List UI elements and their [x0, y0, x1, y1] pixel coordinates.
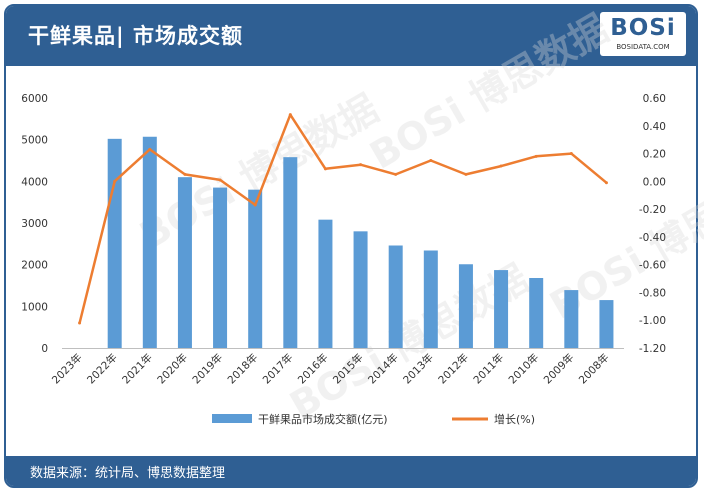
left-tick-label: 1000 [21, 301, 48, 313]
x-tick-label: 2009年 [541, 351, 577, 387]
line-series [78, 113, 608, 325]
growth-point-2022年 [113, 179, 117, 183]
growth-point-2013年 [429, 159, 433, 162]
bar-2021年 [142, 136, 157, 348]
right-tick-label: 0.20 [643, 149, 666, 161]
right-tick-label: 0.00 [643, 176, 666, 188]
bar-2019年 [213, 187, 228, 348]
x-tick-label: 2017年 [260, 351, 296, 387]
growth-point-2011年 [499, 164, 503, 168]
x-tick-label: 2020年 [155, 351, 191, 387]
legend-bar-label: 干鲜果品市场成交额(亿元) [258, 412, 388, 426]
bar-series [107, 136, 614, 348]
left-axis: 0 1000 2000 3000 4000 5000 6000 [21, 93, 48, 355]
growth-point-2018年 [253, 203, 257, 207]
bar-2014年 [388, 245, 403, 348]
right-tick-label: -0.40 [639, 232, 666, 244]
legend-bar-swatch [212, 414, 252, 423]
x-tick-label: 2008年 [576, 351, 612, 387]
growth-point-2021年 [148, 147, 152, 151]
bar-2012年 [458, 264, 473, 348]
right-tick-label: 0.60 [643, 93, 666, 105]
x-tick-label: 2023年 [49, 351, 85, 387]
growth-point-2012年 [464, 172, 468, 176]
source-text: 数据来源：统计局、博思数据整理 [30, 466, 226, 481]
logo-url: BOSIDATA.COM [616, 43, 670, 51]
bar-2013年 [423, 250, 438, 348]
right-tick-label: 0.40 [643, 121, 666, 133]
watermark-text: BOSi 博思数据 [363, 6, 616, 178]
brand-logo: BOSi BOSIDATA.COM [600, 12, 686, 56]
growth-point-2014年 [394, 172, 398, 176]
bar-2017年 [283, 157, 298, 348]
growth-line [78, 113, 608, 324]
bar-2009年 [564, 290, 579, 348]
x-tick-label: 2019年 [190, 351, 226, 387]
title-bar: 干鲜果品| 市场成交额 BOSi BOSIDATA.COM [6, 6, 696, 66]
x-tick-label: 2022年 [84, 351, 120, 387]
right-tick-label: -0.60 [639, 260, 666, 272]
x-tick-label: 2018年 [225, 351, 261, 387]
growth-point-2010年 [534, 154, 538, 158]
legend-line-label: 增长(%) [494, 412, 535, 426]
growth-point-2016年 [323, 167, 327, 171]
bar-2018年 [248, 189, 263, 348]
right-axis: -1.20 -1.00 -0.80 -0.60 -0.40 -0.20 0.00 0.20 0.… [639, 93, 666, 355]
right-tick-label: -1.20 [639, 343, 666, 355]
right-tick-label: -0.20 [639, 204, 666, 216]
x-tick-label: 2010年 [506, 351, 542, 387]
left-tick-label: 3000 [21, 218, 48, 230]
left-tick-label: 6000 [21, 93, 48, 105]
logo-text: BOSi [610, 15, 676, 41]
source-bar: 数据来源：统计局、博思数据整理 [6, 456, 696, 486]
bar-2022年 [107, 138, 122, 348]
x-tick-label: 2021年 [119, 351, 155, 387]
right-tick-label: -0.80 [639, 287, 666, 299]
bar-2020年 [177, 177, 192, 348]
growth-point-2020年 [183, 172, 187, 176]
bar-2011年 [494, 270, 509, 348]
left-tick-label: 2000 [21, 260, 48, 272]
bar-2010年 [529, 278, 544, 348]
left-tick-label: 5000 [21, 135, 48, 147]
bar-2016年 [318, 219, 333, 348]
growth-point-2008年 [604, 181, 608, 185]
legend: 干鲜果品市场成交额(亿元) 增长(%) [212, 412, 535, 426]
x-tick-label: 2011年 [471, 351, 507, 387]
growth-point-2015年 [359, 163, 363, 167]
left-tick-label: 0 [41, 343, 48, 355]
right-tick-label: -1.00 [639, 315, 666, 327]
bar-2015年 [353, 231, 368, 348]
bar-2008年 [599, 300, 614, 348]
left-tick-label: 4000 [21, 176, 48, 188]
growth-point-2023年 [78, 321, 82, 325]
growth-point-2019年 [218, 178, 222, 182]
x-tick-label: 2012年 [436, 351, 472, 387]
growth-point-2009年 [569, 152, 573, 156]
growth-point-2017年 [288, 113, 292, 117]
chart-title: 干鲜果品| 市场成交额 [28, 24, 243, 48]
